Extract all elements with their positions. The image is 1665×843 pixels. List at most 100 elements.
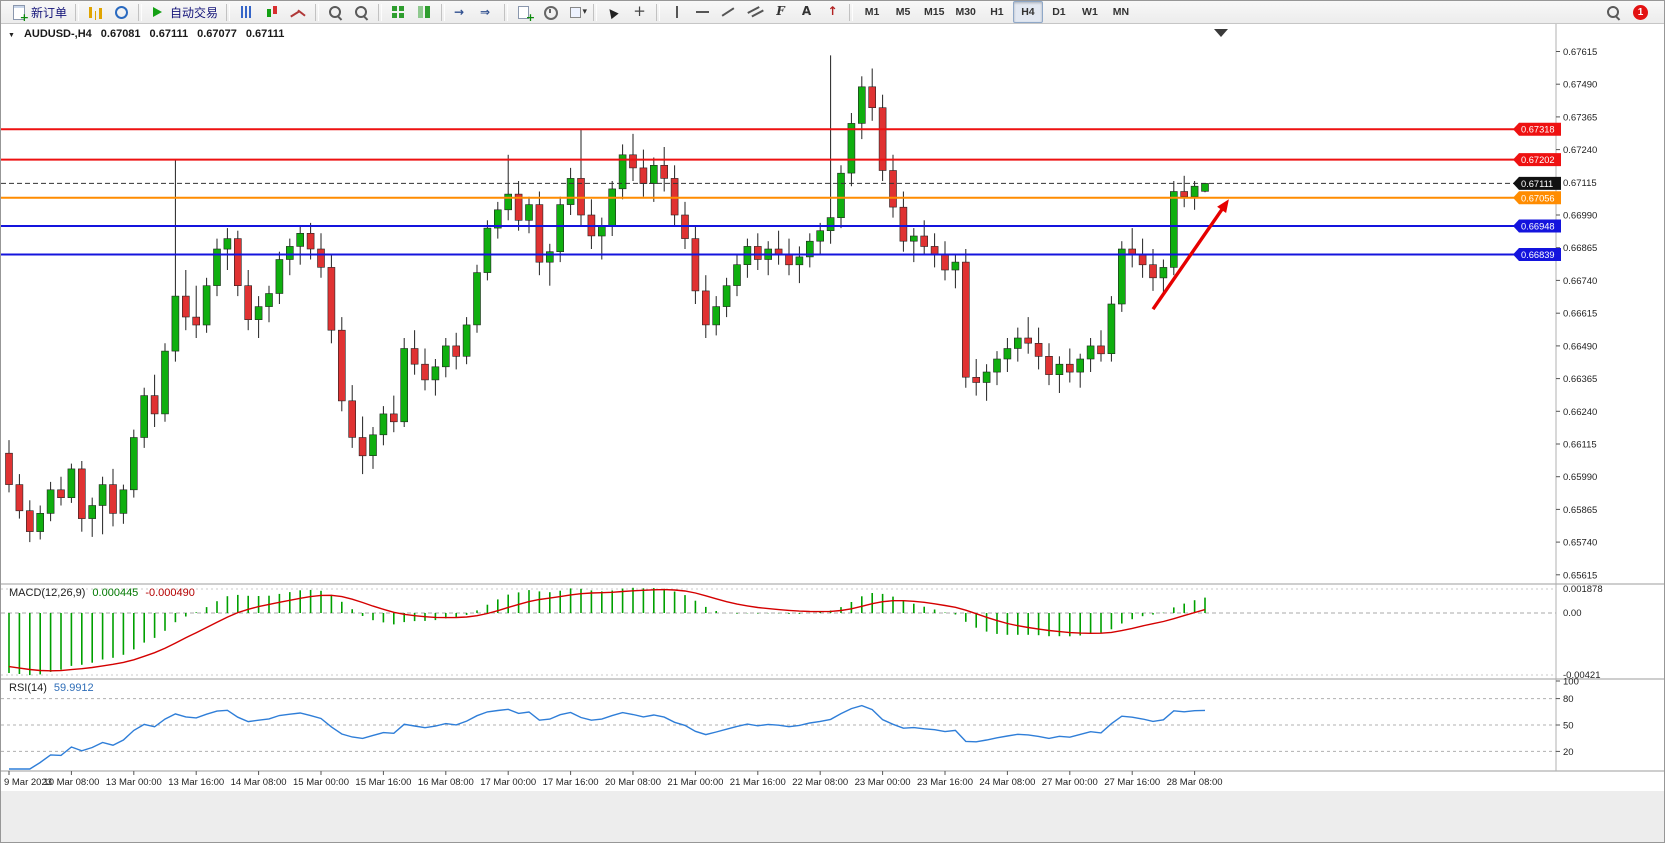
- trend-arrow-object[interactable]: [1151, 199, 1229, 311]
- navigator-button[interactable]: [109, 1, 134, 23]
- arrange-windows-button[interactable]: [412, 1, 437, 23]
- candle: [889, 170, 897, 208]
- candle: [982, 371, 991, 383]
- tf-m30-button[interactable]: M30: [950, 1, 980, 23]
- candle: [285, 246, 294, 260]
- svg-text:13 Mar 16:00: 13 Mar 16:00: [168, 777, 224, 788]
- svg-text:16 Mar 08:00: 16 Mar 08:00: [418, 777, 474, 788]
- chart-canvas[interactable]: 0.67615 0.67490 0.67365 0.67240 0.67115 0.669…: [1, 24, 1665, 843]
- toolbar-separator: [138, 3, 143, 21]
- text-button[interactable]: [794, 1, 819, 23]
- chart-window[interactable]: 0.67615 0.67490 0.67365 0.67240 0.67115 0.669…: [1, 24, 1665, 843]
- candle: [161, 350, 169, 415]
- candle: [1201, 183, 1209, 192]
- notification-badge[interactable]: 1: [1633, 4, 1648, 20]
- tf-mn-button[interactable]: MN: [1106, 1, 1136, 23]
- autotrade-button[interactable]: 自动交易: [146, 1, 222, 23]
- tf-h4-button[interactable]: H4: [1012, 1, 1043, 23]
- candle: [722, 285, 731, 307]
- tf-m5-button[interactable]: M5: [888, 1, 918, 23]
- auto-scroll-icon: [453, 4, 470, 20]
- candle: [78, 468, 86, 519]
- new-order-icon: [11, 4, 29, 23]
- toolbar-separator: [75, 3, 80, 21]
- candle: [317, 248, 325, 268]
- candle: [993, 358, 1001, 373]
- svg-text:15 Mar 00:00: 15 Mar 00:00: [293, 777, 349, 788]
- svg-text:0.001878: 0.001878: [1563, 584, 1603, 595]
- tf-w1-button[interactable]: W1: [1075, 1, 1105, 23]
- tf-m15-button[interactable]: M15: [919, 1, 949, 23]
- svg-text:20 Mar 08:00: 20 Mar 08:00: [605, 777, 661, 788]
- svg-text:0.67490: 0.67490: [1563, 80, 1597, 91]
- svg-text:0.66365: 0.66365: [1563, 374, 1597, 385]
- toolbar-separator: [441, 3, 446, 21]
- crosshair-button[interactable]: [627, 1, 652, 23]
- tf-m1-button[interactable]: M1: [857, 1, 887, 23]
- bar-chart-button[interactable]: [234, 1, 259, 23]
- bar-chart-icon: [238, 4, 255, 20]
- candle: [473, 272, 481, 326]
- fibonacci-button[interactable]: [768, 1, 793, 23]
- candlestick-chart-button[interactable]: [260, 1, 285, 23]
- candle: [961, 261, 970, 378]
- candle: [327, 267, 336, 331]
- market-watch-button[interactable]: [83, 1, 108, 23]
- tf-d1-button[interactable]: D1: [1044, 1, 1074, 23]
- ohlc-high: 0.67111: [149, 28, 189, 40]
- candle: [452, 345, 461, 357]
- arrow-tool-button[interactable]: [820, 1, 845, 23]
- tf-m5-button-label: M5: [895, 6, 911, 18]
- tf-m30-button-label: M30: [955, 6, 976, 18]
- line-chart-button[interactable]: [286, 1, 311, 23]
- channel-button[interactable]: [742, 1, 767, 23]
- toolbar-separator: [504, 3, 509, 21]
- candle: [514, 193, 523, 221]
- trendline-button[interactable]: [716, 1, 741, 23]
- vertical-line-button[interactable]: [664, 1, 689, 23]
- tile-windows-icon: [390, 4, 407, 20]
- candle: [379, 413, 388, 436]
- new-chart-button[interactable]: [512, 1, 537, 23]
- line-chart-icon: [290, 4, 307, 20]
- candle: [421, 363, 429, 381]
- ohlc-open: 0.67081: [100, 28, 141, 40]
- tf-h1-button[interactable]: H1: [982, 1, 1012, 23]
- price-axis[interactable]: 0.67615 0.67490 0.67365 0.67240 0.67115 0.669…: [1556, 47, 1597, 581]
- candle: [701, 290, 710, 326]
- candle: [275, 259, 284, 294]
- zoom-out-button[interactable]: [349, 1, 374, 23]
- rsi-name: RSI(14): [9, 682, 47, 694]
- search-button[interactable]: [1601, 1, 1626, 23]
- chart-shift-button[interactable]: [475, 1, 500, 23]
- rsi-value: 59.9912: [53, 682, 94, 694]
- tf-h1-button-label: H1: [990, 6, 1004, 18]
- toolbar-separator: [226, 3, 231, 21]
- macd-signal-line: [8, 588, 1206, 672]
- svg-text:0.66115: 0.66115: [1563, 440, 1597, 451]
- new-order-button[interactable]: 新订单: [7, 1, 71, 23]
- autoscroll-shift-marker: [1214, 29, 1228, 37]
- svg-text:0.66615: 0.66615: [1563, 309, 1597, 320]
- candle: [1045, 355, 1053, 375]
- svg-text:21 Mar 00:00: 21 Mar 00:00: [667, 777, 723, 788]
- template-button[interactable]: [564, 1, 589, 23]
- candle: [182, 295, 190, 318]
- line-price-label: [1513, 219, 1561, 233]
- period-icon: [542, 4, 559, 20]
- period-button[interactable]: [538, 1, 563, 23]
- zoom-in-button[interactable]: [323, 1, 348, 23]
- tf-mn-button-label: MN: [1112, 6, 1130, 18]
- candle: [306, 233, 315, 250]
- svg-text:80: 80: [1563, 694, 1574, 705]
- auto-scroll-button[interactable]: [449, 1, 474, 23]
- chart-dropdown-icon[interactable]: [8, 28, 15, 40]
- tile-windows-button[interactable]: [386, 1, 411, 23]
- svg-text:0.66948: 0.66948: [1521, 222, 1555, 232]
- candle: [192, 316, 200, 326]
- candle: [670, 178, 679, 216]
- horizontal-line-button[interactable]: [690, 1, 715, 23]
- svg-text:0.65990: 0.65990: [1563, 472, 1597, 483]
- cursor-button[interactable]: [601, 1, 626, 23]
